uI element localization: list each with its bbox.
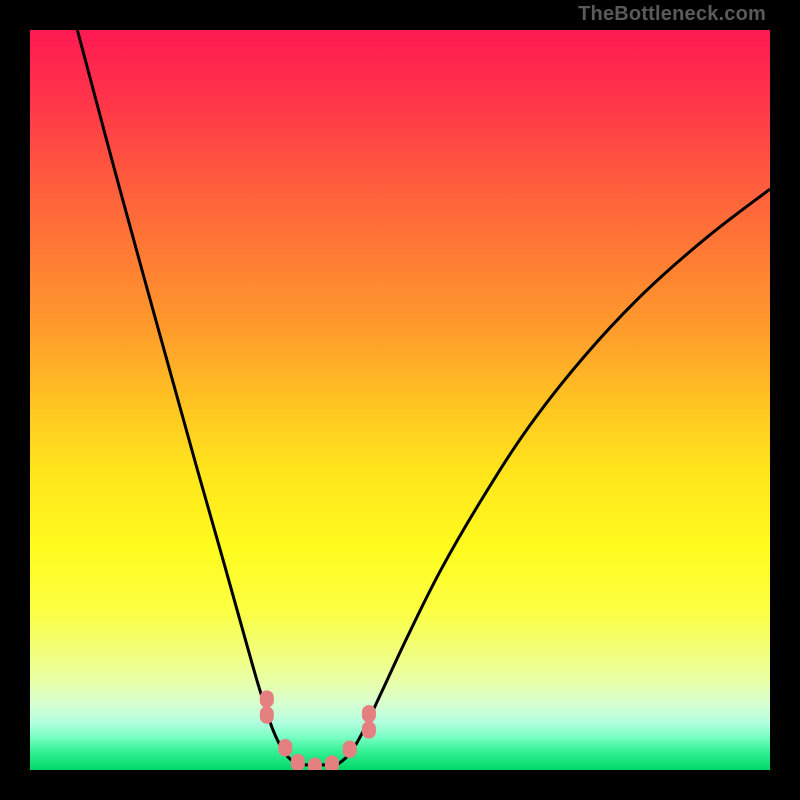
marker-group: [260, 690, 376, 770]
marker-point: [260, 690, 274, 708]
marker-point: [260, 706, 274, 724]
watermark-text: TheBottleneck.com: [578, 3, 766, 26]
marker-point: [308, 758, 322, 770]
plot-area: [30, 30, 770, 770]
marker-point: [362, 721, 376, 739]
marker-point: [278, 739, 292, 757]
marker-point: [362, 705, 376, 723]
marker-point: [343, 741, 357, 759]
marker-point: [325, 755, 339, 770]
marker-point: [291, 754, 305, 770]
chart-svg: [30, 30, 770, 770]
v-curve: [77, 30, 770, 765]
